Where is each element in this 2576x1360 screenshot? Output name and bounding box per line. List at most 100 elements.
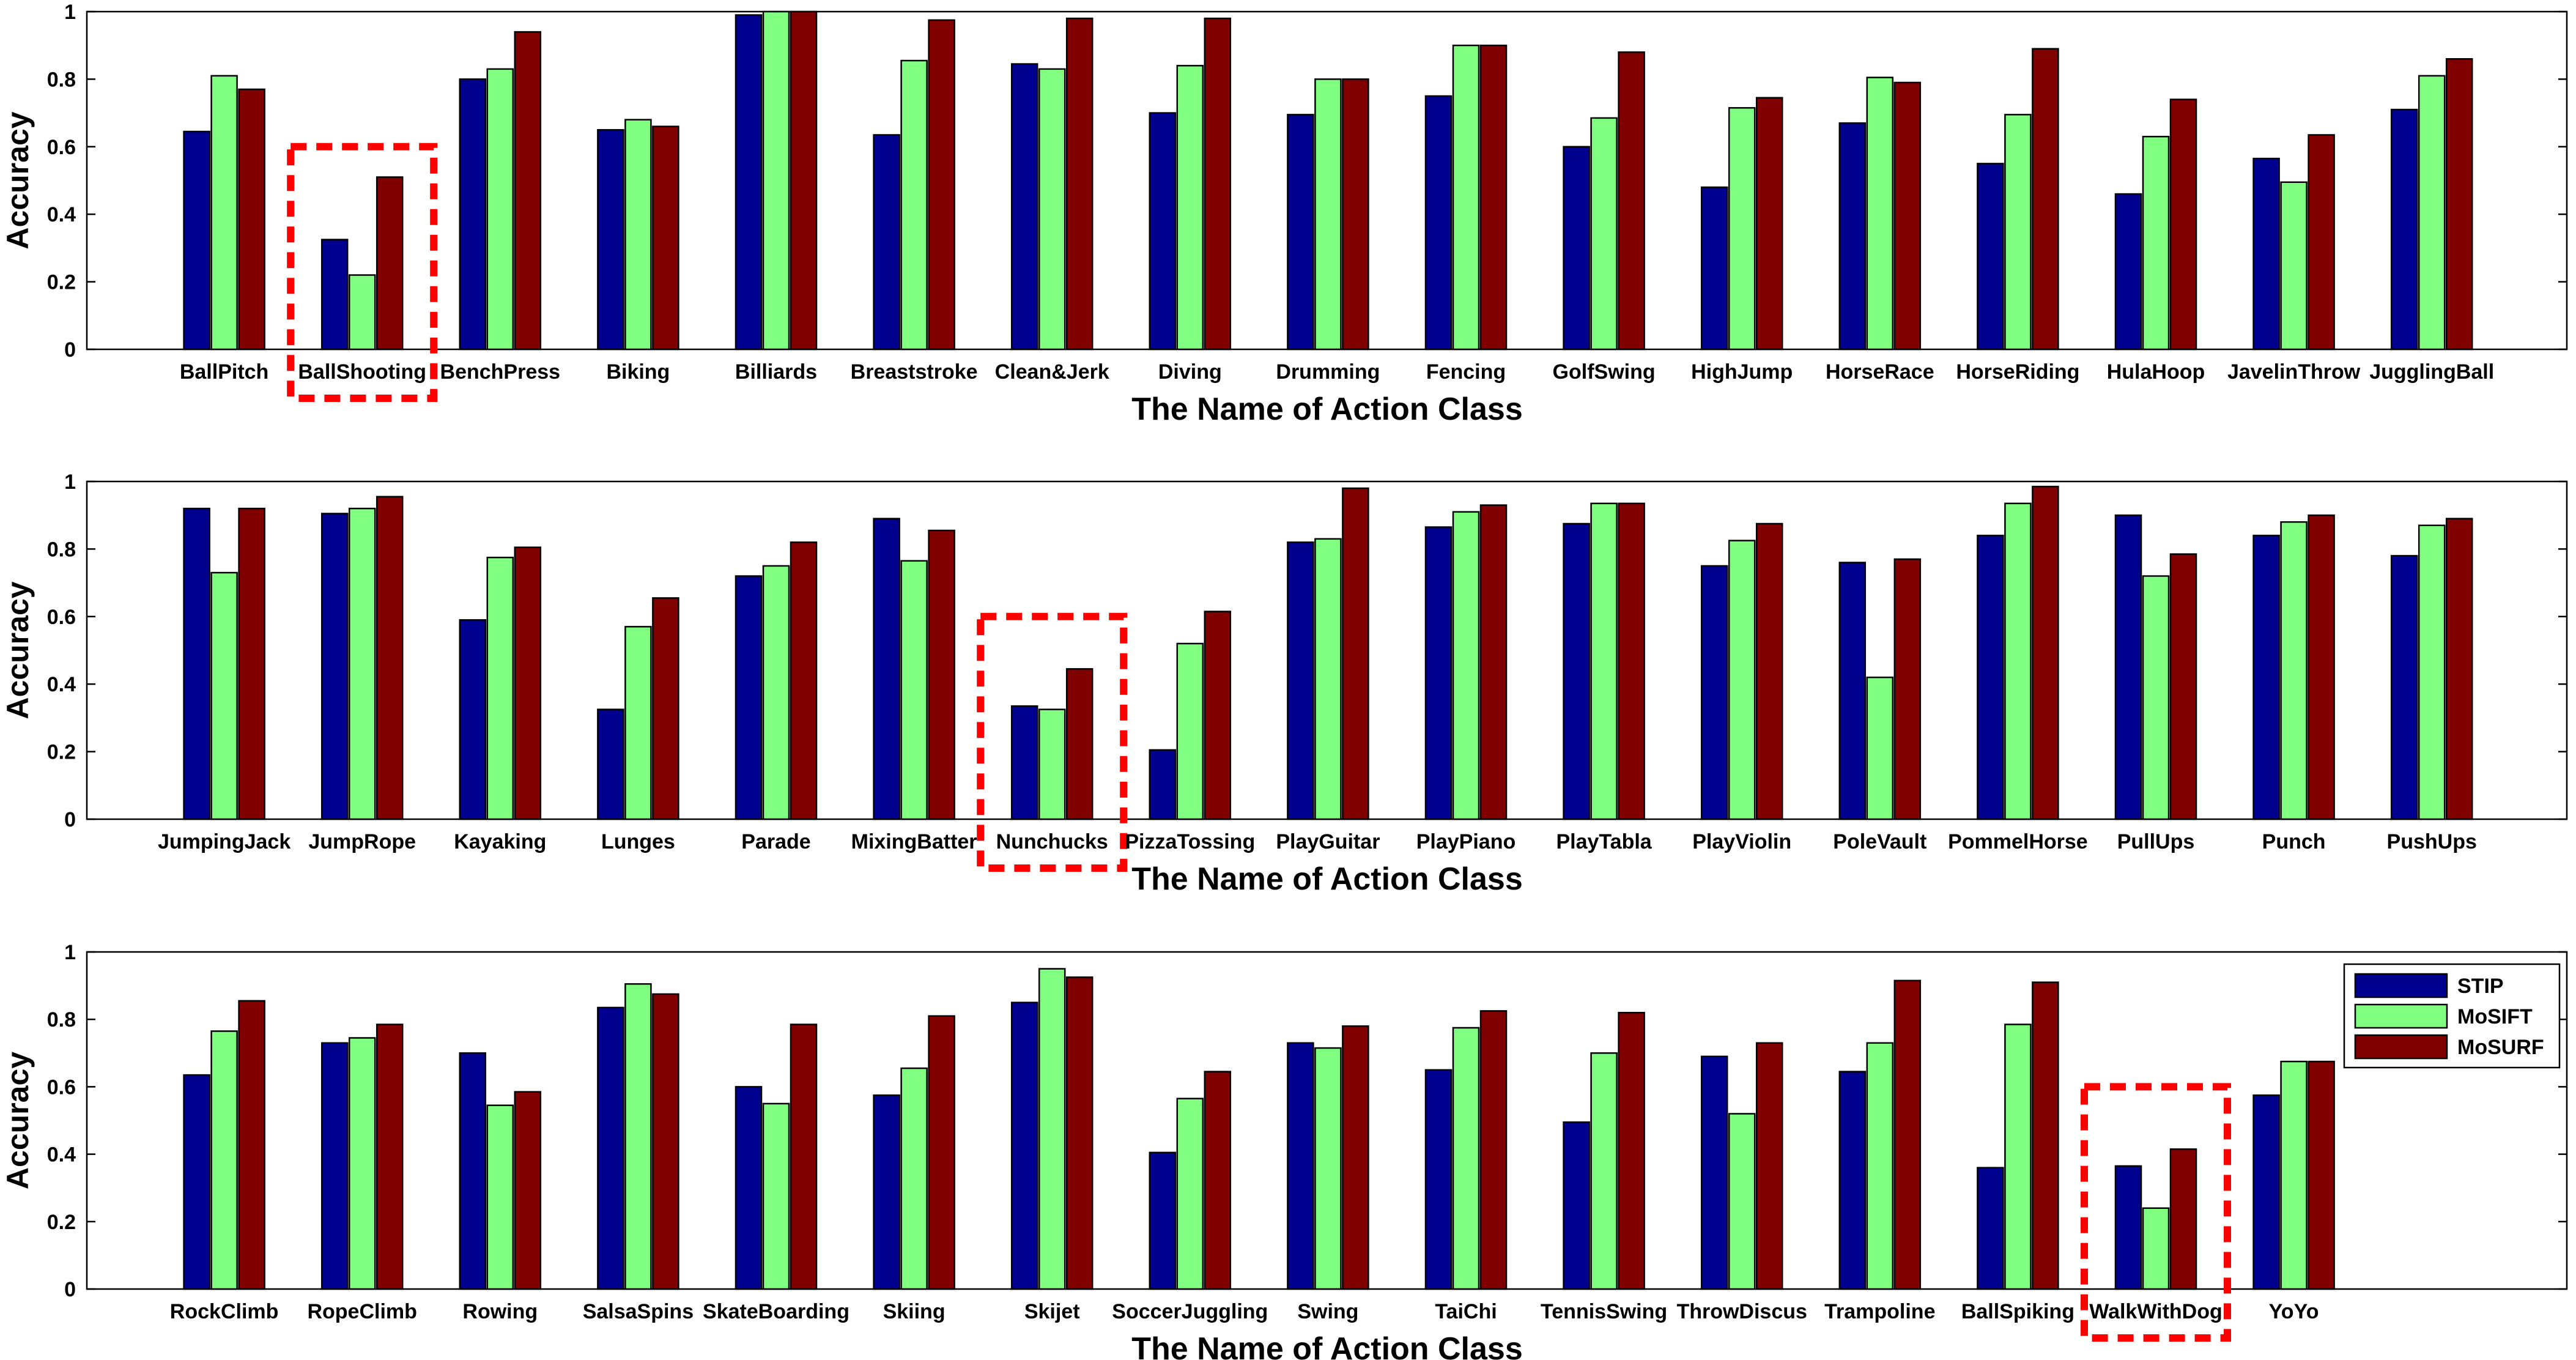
chart1-bar-mosurf <box>1755 97 1783 351</box>
chart2-bar-mosift <box>2280 521 2308 820</box>
chart1-category-label: Fencing <box>1426 360 1506 384</box>
chart3-xlabel: The Name of Action Class <box>1131 1331 1523 1360</box>
chart2-bar-mosurf <box>2169 553 2197 820</box>
chart3-category-label: BallSpiking <box>1961 1300 2074 1323</box>
chart1-bar-mosift <box>1452 44 1480 351</box>
chart3-bar-stip <box>1424 1069 1453 1290</box>
chart3-bar-mosurf <box>1479 1010 1508 1290</box>
chart3-bar-mosurf <box>652 993 679 1290</box>
chart2-bar-mosift <box>1590 502 1618 820</box>
chart1-bar-mosurf <box>928 19 955 351</box>
chart3-category-label: SoccerJuggling <box>1112 1300 1268 1323</box>
chart3-category-label: Trampoline <box>1824 1300 1935 1323</box>
chart3-bar-mosurf <box>1065 976 1094 1290</box>
chart1-bar-stip <box>2252 157 2280 351</box>
chart1-bar-mosurf <box>1479 44 1508 351</box>
chart2-bar-mosift <box>1314 538 1342 820</box>
chart3-ytick-label: 0.2 <box>47 1211 76 1234</box>
chart3-bar-mosurf <box>1342 1025 1369 1290</box>
chart2-bar-mosurf <box>1479 504 1508 820</box>
chart1-bar-mosift <box>624 119 652 351</box>
chart1-category-label: HulaHoop <box>2107 360 2205 384</box>
chart2-ytick-label: 0.6 <box>47 606 76 629</box>
chart2-bar-mosift <box>1176 642 1204 820</box>
chart2-category-label: PlayGuitar <box>1276 830 1380 853</box>
chart2-category-label: Punch <box>2262 830 2326 853</box>
chart3-category-label: WalkWithDog <box>2089 1300 2223 1323</box>
chart1-category-label: Billiards <box>735 360 817 384</box>
chart1-bar-mosift <box>1314 78 1342 351</box>
chart3-bar-mosift <box>1452 1027 1480 1290</box>
chart2-category-label: PlayTabla <box>1556 830 1652 853</box>
chart2-bar-stip <box>459 619 487 820</box>
chart2-bar-mosift <box>348 507 376 820</box>
chart3-bar-mosift <box>348 1037 376 1290</box>
chart2-bar-stip <box>735 575 763 820</box>
chart3-bar-mosurf <box>238 1000 265 1290</box>
chart2-bar-stip <box>1010 705 1038 820</box>
chart1-bar-mosurf <box>514 31 542 351</box>
chart2-category-label: PlayViolin <box>1692 830 1791 853</box>
chart3-bar-mosurf <box>1204 1071 1232 1290</box>
chart3-category-label: TaiChi <box>1435 1300 1497 1323</box>
chart2-category-label: Lunges <box>601 830 675 853</box>
legend-label-mosurf: MoSURF <box>2457 1036 2544 1059</box>
chart2-bar-mosurf <box>928 529 955 820</box>
chart3-category-label: SkateBoarding <box>703 1300 849 1323</box>
chart1-highlight-box <box>287 143 438 403</box>
chart3-bar-stip <box>1149 1151 1177 1290</box>
chart1-bar-mosurf <box>2445 58 2473 351</box>
chart2-category-label: MixingBatter <box>851 830 977 853</box>
chart2-bar-stip <box>2390 555 2418 820</box>
chart1-ytick-label: 0.8 <box>47 68 76 91</box>
chart2-bar-stip <box>1563 522 1590 820</box>
chart2-bar-mosurf <box>1618 502 1645 820</box>
chart1-category-label: Diving <box>1158 360 1222 384</box>
chart1-bar-mosurf <box>376 176 404 351</box>
chart2-bar-mosift <box>1452 511 1480 820</box>
chart2-ytick-label: 0.8 <box>47 538 76 561</box>
chart1-category-label: HorseRace <box>1826 360 1934 384</box>
chart1-bar-stip <box>183 130 210 351</box>
chart1-bar-stip <box>1700 186 1728 351</box>
chart1-ytick-label: 0.4 <box>47 203 76 226</box>
chart3-bar-stip <box>1838 1071 1867 1290</box>
chart2-bar-stip <box>183 507 210 820</box>
chart2-category-label: JumpRope <box>308 830 416 853</box>
chart3-highlight-box <box>2081 1083 2231 1342</box>
chart3-bar-mosurf <box>376 1024 404 1290</box>
chart3-bar-mosift <box>1728 1113 1756 1290</box>
chart3-bar-mosurf <box>514 1091 542 1290</box>
chart1-bar-stip <box>1563 146 1590 351</box>
chart3-category-label: RockClimb <box>170 1300 279 1323</box>
chart3-bar-mosift <box>2280 1060 2308 1290</box>
chart2-category-label: JumpingJack <box>158 830 291 853</box>
chart2-bar-mosift <box>2142 575 2170 820</box>
chart2-category-label: Nunchucks <box>996 830 1108 853</box>
chart3-ytick-label: 0.8 <box>47 1008 76 1031</box>
chart2-category-label: Parade <box>741 830 810 853</box>
chart1-bar-mosift <box>2418 75 2446 351</box>
chart3-bar-stip <box>597 1006 624 1290</box>
chart3-bar-mosurf <box>790 1024 818 1290</box>
chart2-category-label: PommelHorse <box>1948 830 2088 853</box>
chart1-ylabel: Accuracy <box>1 111 35 249</box>
chart2-ylabel: Accuracy <box>1 581 35 719</box>
chart3-ytick-label: 0 <box>64 1278 76 1301</box>
chart3-category-label: Rowing <box>462 1300 538 1323</box>
chart2-category-label: PlayPiano <box>1416 830 1516 853</box>
chart3-category-label: SalsaSpins <box>583 1300 694 1323</box>
chart1-bar-stip <box>320 239 349 351</box>
chart3-bar-stip <box>1010 1001 1038 1290</box>
chart1-bar-stip <box>2390 108 2418 351</box>
chart1-bar-mosift <box>210 75 238 351</box>
chart3-bar-stip <box>1977 1167 2004 1290</box>
chart1-bar-stip <box>1149 112 1177 351</box>
chart2-bar-stip <box>1424 526 1453 820</box>
chart1-bar-mosurf <box>2169 98 2197 351</box>
chart2-bar-stip <box>873 518 900 820</box>
chart1-category-label: Breaststroke <box>851 360 978 384</box>
chart2-bar-stip <box>2252 535 2280 820</box>
chart3-bar-stip <box>459 1052 487 1290</box>
chart3-bar-mosurf <box>928 1015 955 1290</box>
